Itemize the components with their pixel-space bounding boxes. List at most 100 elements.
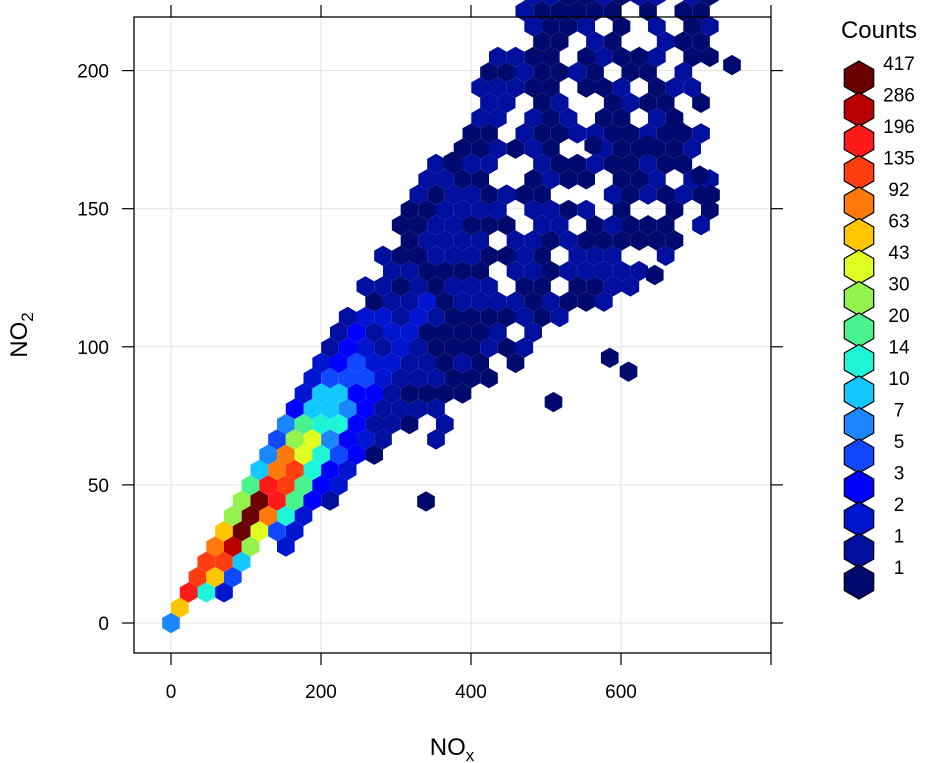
hex-cell (241, 536, 260, 557)
hex-cell (648, 230, 666, 251)
legend-swatch (843, 249, 875, 285)
hex-cell (453, 383, 472, 404)
hex-cell (179, 582, 198, 603)
hex-cell (612, 77, 631, 98)
hex-cell (568, 245, 587, 266)
hex-cell (312, 352, 330, 374)
hex-cell (444, 215, 463, 236)
hex-cell (330, 352, 348, 374)
hex-cell (621, 92, 640, 113)
hex-cell (338, 368, 357, 389)
hex-cell (400, 322, 419, 343)
y-tick-labels: 0 50 100 150 200 (77, 62, 109, 635)
hex-cell (400, 260, 419, 282)
hex-cell (542, 169, 560, 190)
hex-cell (550, 31, 569, 52)
hex-cell (559, 230, 578, 251)
hex-cell (533, 215, 551, 236)
hex-cell (524, 46, 543, 68)
hex-cell (701, 46, 719, 68)
hex-cell (285, 490, 304, 511)
hex-cell (471, 322, 489, 343)
hex-cell-outlier (702, 184, 720, 206)
hex-cell (621, 215, 640, 236)
hex-cell (374, 368, 392, 389)
legend-label: 135 (883, 149, 915, 170)
hex-cell (471, 169, 489, 190)
hex-cell (559, 260, 578, 282)
hex-cell (577, 77, 596, 98)
x-tick-labels: 0 200 400 600 (166, 682, 637, 703)
hex-cell (241, 475, 260, 496)
hex-cell (683, 77, 702, 98)
hex-cell (506, 77, 525, 98)
hex-cell (524, 322, 543, 343)
hex-cell (294, 444, 313, 465)
hex-cell (683, 0, 702, 6)
hex-cell (550, 62, 569, 83)
legend-swatch (843, 438, 875, 474)
hex-cell (241, 505, 260, 527)
hex-cell (515, 276, 534, 297)
hex-cell (303, 398, 322, 419)
hex-cell (683, 16, 702, 37)
hex-cell (418, 291, 436, 312)
hex-cell (692, 215, 710, 236)
hex-cell (427, 276, 445, 297)
hex-cell (206, 536, 224, 557)
hex-cell (533, 62, 551, 83)
hex-cell (639, 0, 657, 22)
hex-cell (462, 153, 481, 175)
hex-cell (550, 215, 569, 236)
hex-cell (568, 153, 587, 175)
hex-cell (285, 521, 304, 542)
hex-cell (347, 383, 366, 404)
hex-cell (665, 230, 684, 251)
hex-cell (648, 77, 666, 98)
hex-cell (577, 16, 596, 37)
x-tick-label: 200 (305, 682, 337, 703)
hex-cell (374, 245, 392, 266)
hex-cell (391, 398, 410, 419)
legend-label: 1 (894, 558, 905, 579)
hex-cell (418, 260, 436, 282)
hex-cell (338, 398, 357, 419)
legend-label: 63 (888, 212, 909, 233)
hex-cell (674, 62, 693, 83)
hex-cell (533, 92, 551, 113)
hex-cell (621, 276, 640, 297)
legend-label: 43 (888, 243, 909, 264)
hex-cell (603, 0, 622, 22)
hex-cell (409, 398, 428, 419)
hex-cell (533, 123, 551, 144)
y-tick-label: 150 (77, 200, 109, 221)
hex-cell (400, 291, 419, 312)
hex-cell (356, 368, 375, 389)
hex-cell (277, 536, 295, 557)
hex-cell (321, 337, 339, 358)
hex-cell (559, 291, 578, 312)
hex-cell (550, 0, 569, 22)
hex-cell (603, 276, 622, 297)
hex-cell (374, 276, 392, 297)
hex-cell (648, 169, 666, 190)
hex-cell (480, 368, 498, 389)
legend-swatch (843, 123, 875, 159)
hex-cell (595, 46, 613, 68)
hex-cell (418, 199, 436, 221)
hex-cell (542, 230, 560, 251)
hex-cell (542, 16, 560, 37)
hex-cell (568, 0, 587, 22)
hex-cell (515, 306, 534, 328)
hex-cell (365, 291, 383, 312)
hex-cell (603, 123, 622, 144)
hex-cell (338, 429, 357, 450)
hex-cell-outlier (619, 361, 638, 382)
hex-cell (497, 184, 516, 205)
hex-cell (665, 77, 684, 98)
hex-cell (542, 77, 560, 98)
hex-cell (683, 138, 702, 159)
hex-cell (188, 566, 207, 588)
hex-cell (444, 337, 463, 358)
hex-cell (356, 276, 375, 297)
